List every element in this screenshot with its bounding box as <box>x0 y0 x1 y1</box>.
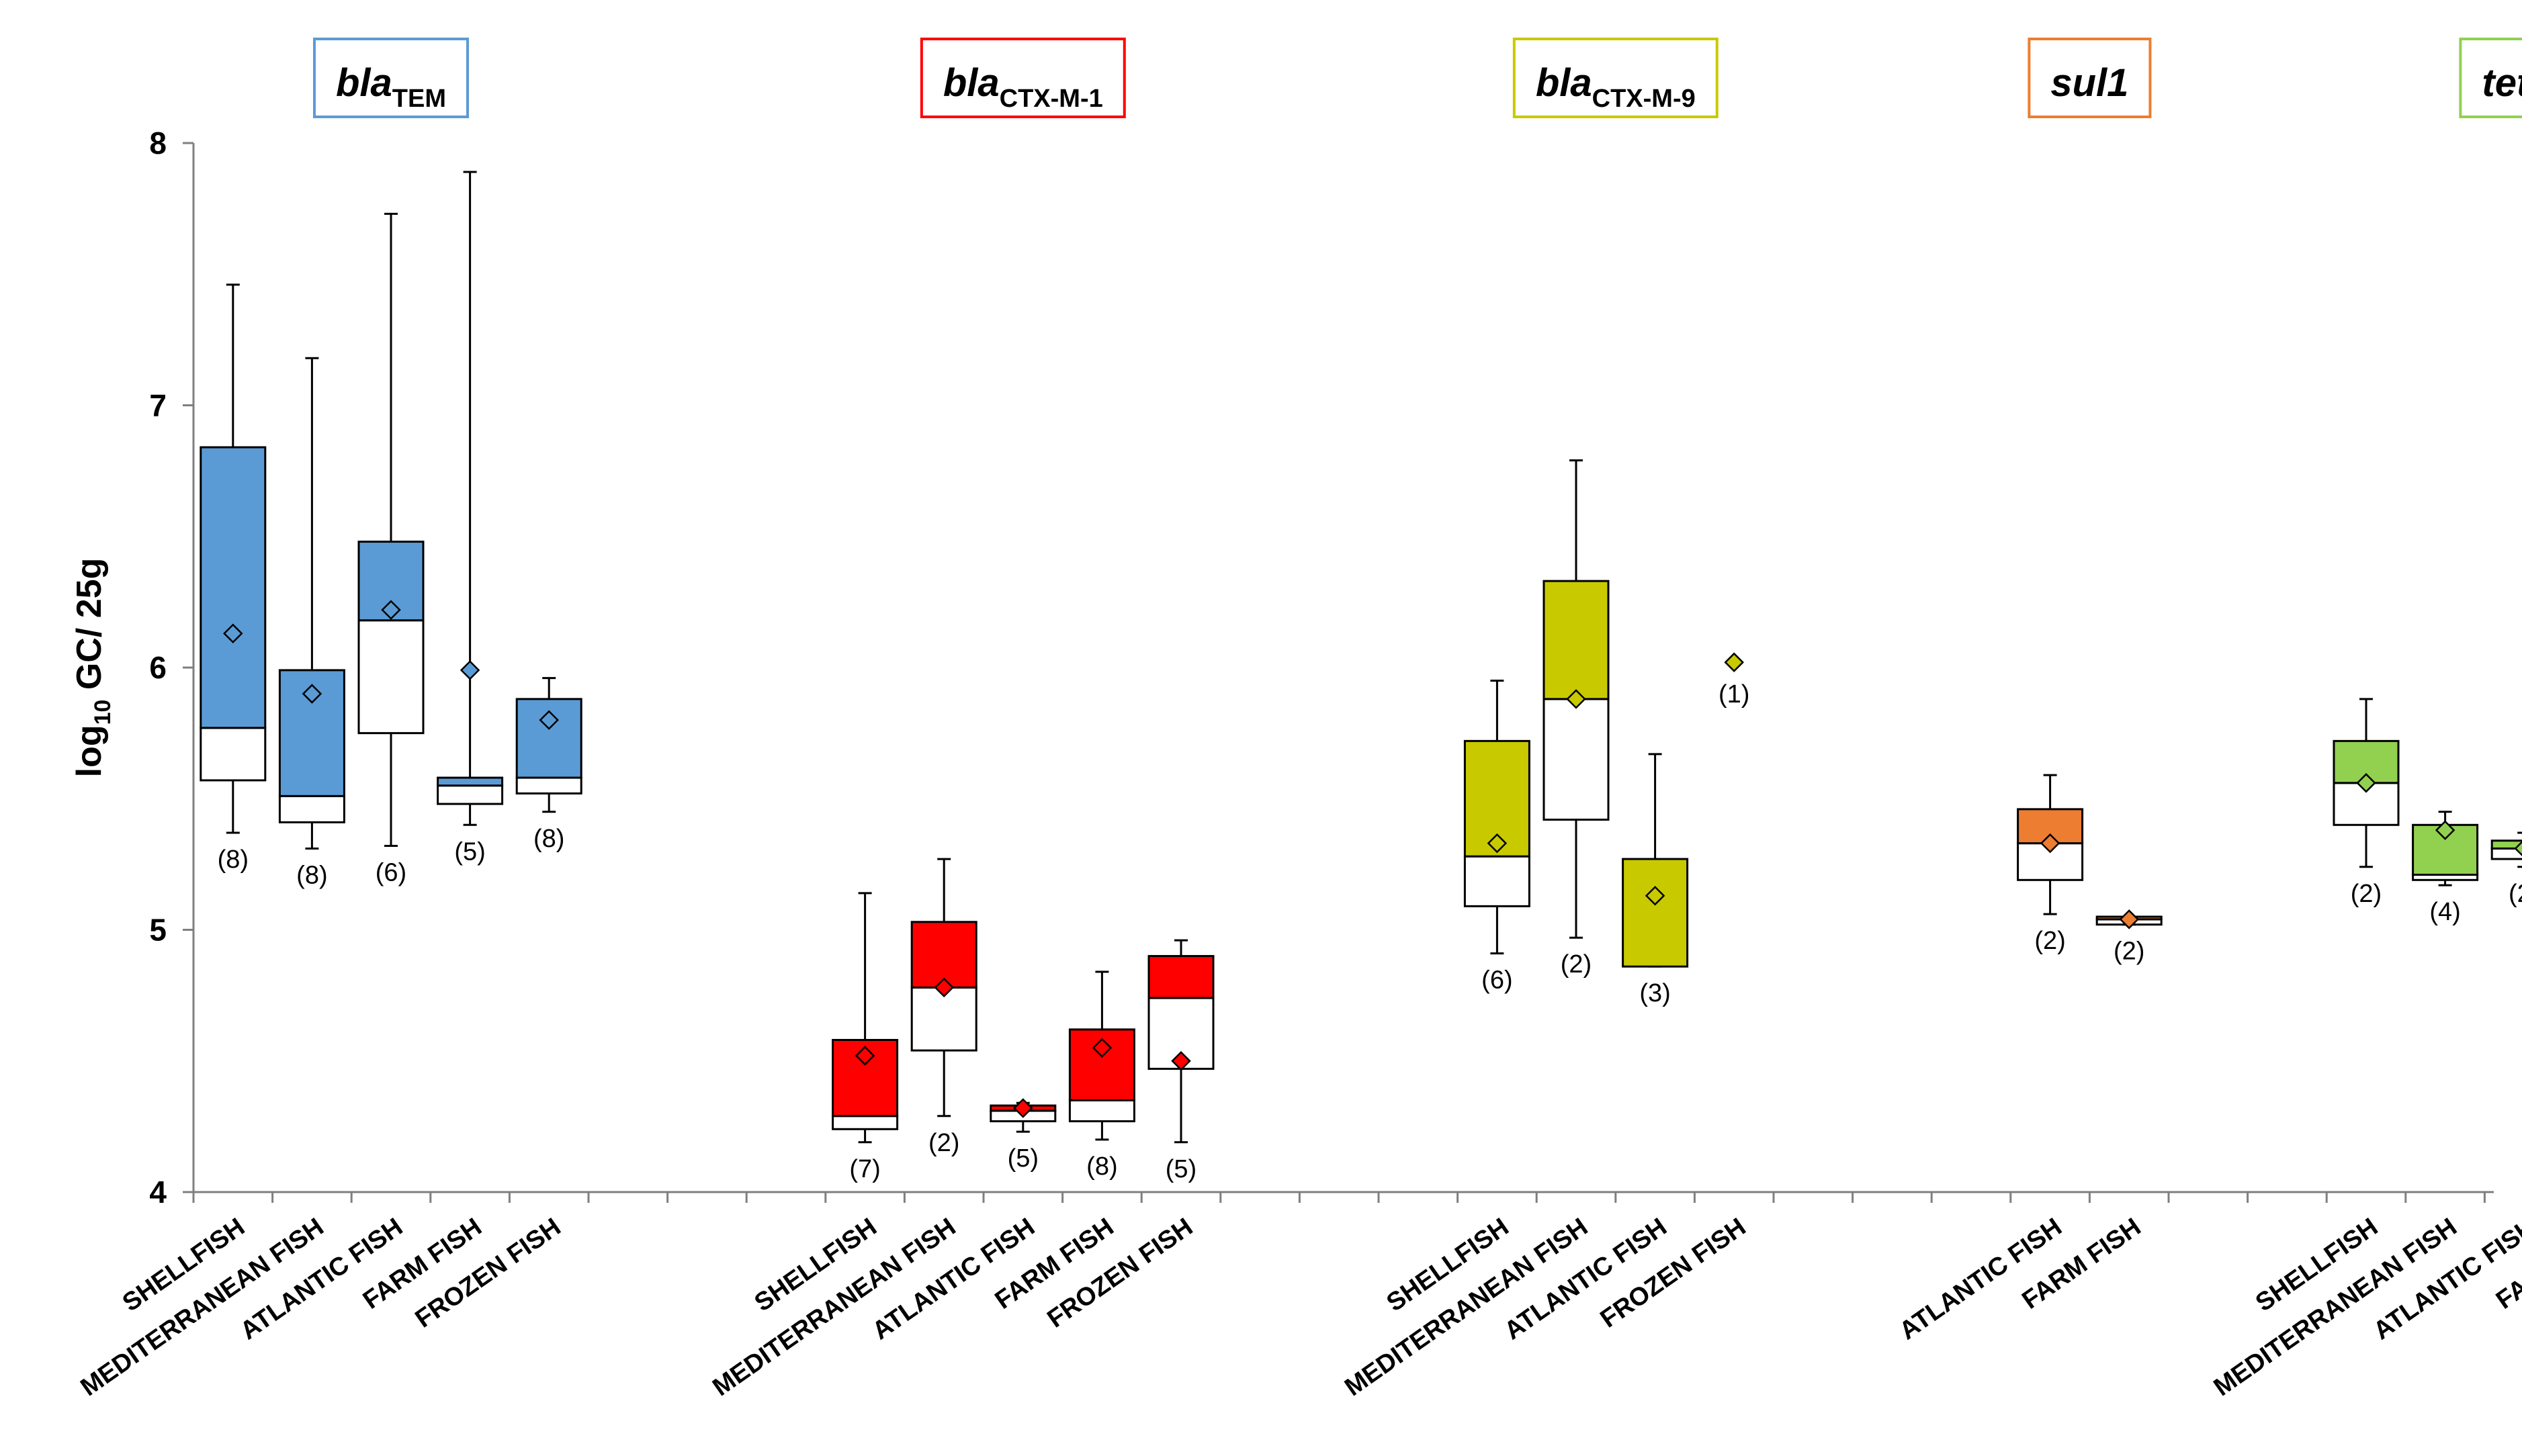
mean-marker <box>1171 1050 1191 1071</box>
group-title-blaCTX-M-9: blaCTX-M-9 <box>1536 61 1696 113</box>
sample-count-label: (8) <box>1086 1152 1117 1181</box>
box-lower-half <box>1463 855 1530 907</box>
box-upper-half <box>200 446 267 729</box>
y-tick-label: 7 <box>149 388 167 423</box>
box-sul1-0: (2)ATLANTIC FISH <box>1895 774 2084 1345</box>
mean-marker <box>855 1046 875 1066</box>
mean-marker <box>539 710 559 730</box>
mean-marker <box>460 660 480 680</box>
box-lower-half <box>832 1115 899 1130</box>
sample-count-label: (5) <box>454 837 485 866</box>
group-blaCTX-M-1: blaCTX-M-1 (7)SHELLFISH(2)MEDITERRANEAN F… <box>707 38 1215 1402</box>
group-sul1: sul1(2)ATLANTIC FISH(2)FARM FISH <box>1895 38 2163 1345</box>
box-lower-half <box>437 784 504 805</box>
box-upper-half <box>910 921 977 989</box>
mean-marker <box>1487 833 1508 854</box>
sample-count-label: (5) <box>1008 1144 1039 1173</box>
group-title-tetW: tetW <box>2482 61 2522 105</box>
box-lower-half <box>515 776 582 794</box>
mean-marker <box>223 623 243 644</box>
mean-marker <box>2119 909 2139 929</box>
box-upper-half <box>515 698 582 779</box>
sample-count-label: (7) <box>849 1155 880 1183</box>
mean-marker <box>302 684 322 704</box>
y-axis-label: log10 GC/ 25g <box>70 558 116 778</box>
group-tetW: tetW(2)SHELLFISH(4)MEDITERRANEAN FISH(2)… <box>2209 38 2522 1402</box>
mean-marker <box>934 977 954 998</box>
mean-marker <box>2514 840 2522 857</box>
box-blaTEM-3: (5)FARM FISH <box>358 171 504 1315</box>
box-tetW-1: (4)MEDITERRANEAN FISH <box>2209 811 2479 1402</box>
sample-count-label: (2) <box>2509 880 2522 908</box>
sample-count-label: (1) <box>1719 680 1749 709</box>
mean-marker <box>1092 1038 1113 1058</box>
mean-marker <box>2356 773 2376 793</box>
box-upper-half <box>1147 955 1215 999</box>
box-upper-half <box>1622 858 1689 968</box>
mean-marker <box>1013 1098 1033 1118</box>
group-title-sul1: sul1 <box>2050 61 2128 105</box>
group-title-frame-blaTEM <box>312 38 470 118</box>
mean-marker <box>1645 885 1665 906</box>
sample-count-label: (5) <box>1166 1155 1197 1183</box>
box-lower-half <box>2333 782 2400 826</box>
mean-marker <box>2040 833 2060 854</box>
sample-count-label: (4) <box>2429 898 2460 926</box>
sample-count-label: (8) <box>296 861 327 889</box>
box-blaTEM-4: (8)FROZEN FISH <box>410 677 582 1334</box>
box-upper-half <box>1542 580 1610 700</box>
group-title-blaTEM: blaTEM <box>336 61 446 113</box>
box-blaTEM-0: (8)SHELLFISH <box>118 283 267 1317</box>
mean-marker <box>2435 820 2455 840</box>
box-blaCTX-M-1-2: (5)ATLANTIC FISH <box>867 1098 1057 1345</box>
box-lower-half <box>910 986 977 1052</box>
mean-marker <box>1724 652 1744 672</box>
y-tick-label: 6 <box>149 650 167 685</box>
box-lower-half <box>1068 1099 1135 1123</box>
sample-count-label: (6) <box>1481 966 1512 995</box>
sample-count-label: (2) <box>928 1129 959 1157</box>
box-upper-half <box>2490 839 2522 850</box>
sample-count-label: (2) <box>2034 927 2065 955</box>
box-upper-half <box>437 776 504 787</box>
group-title-blaCTX-M-1: blaCTX-M-1 <box>943 61 1103 113</box>
group-title-frame-blaCTX-M-1 <box>920 38 1126 118</box>
sample-count-label: (8) <box>533 825 564 853</box>
box-lower-half <box>1542 698 1610 821</box>
box-lower-half <box>2490 847 2522 860</box>
sample-count-label: (2) <box>2351 880 2382 908</box>
sample-count-label: (2) <box>1561 950 1592 979</box>
mean-marker <box>381 600 401 620</box>
group-title-frame-blaCTX-M-9 <box>1512 38 1719 118</box>
box-blaCTX-M-1-1: (2)MEDITERRANEAN FISH <box>707 858 977 1402</box>
box-blaCTX-M-1-4: (5)FROZEN FISH <box>1043 939 1215 1334</box>
box-blaCTX-M-9-3: (1)FROZEN FISH <box>1596 652 1751 1334</box>
y-tick-label: 5 <box>149 913 167 948</box>
y-tick-label: 4 <box>149 1175 167 1210</box>
mean-marker <box>1566 689 1586 709</box>
sample-count-label: (6) <box>376 859 406 887</box>
box-lower-half <box>200 727 267 782</box>
sample-count-label: (2) <box>2114 938 2144 966</box>
box-lower-half <box>357 619 425 735</box>
box-blaCTX-M-9-0: (6)SHELLFISH <box>1382 680 1530 1317</box>
group-title-frame-tetW <box>2459 38 2522 118</box>
sample-count-label: (8) <box>218 846 249 874</box>
group-blaCTX-M-9: blaCTX-M-9(6)SHELLFISH(2)MEDITERRANEAN F… <box>1340 38 1751 1402</box>
box-lower-half <box>278 794 345 823</box>
box-blaCTX-M-1-0: (7)SHELLFISH <box>750 892 899 1317</box>
group-title-frame-sul1 <box>2028 38 2152 118</box>
sample-count-label: (3) <box>1639 979 1670 1007</box>
y-tick-label: 8 <box>149 126 167 161</box>
box-tetW-0: (2)SHELLFISH <box>2251 698 2400 1317</box>
